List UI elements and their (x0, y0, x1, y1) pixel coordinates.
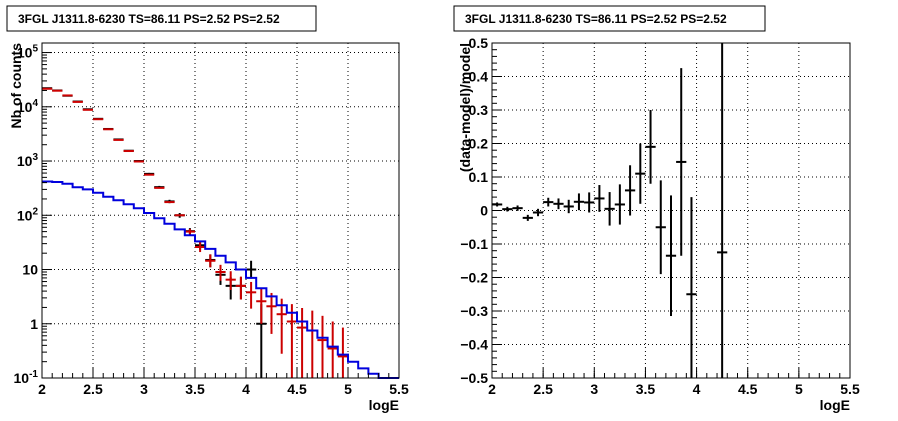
residuals-marks (492, 43, 728, 378)
y-tick-label: 0.1 (469, 169, 489, 185)
x-tick-label: 2 (38, 381, 46, 397)
counts-y-axis-title: Nb of counts (8, 43, 24, 129)
x-tick-label: 5.5 (840, 381, 860, 397)
x-tick-label: 2.5 (533, 381, 553, 397)
x-tick-label: 4.5 (287, 381, 307, 397)
x-tick-label: 3.5 (636, 381, 656, 397)
residuals-x-axis-title: logE (820, 397, 850, 413)
residuals-title: 3FGL J1311.8-6230 TS=86.11 PS=2.52 PS=2.… (465, 12, 727, 26)
y-tick-label: −0.2 (460, 270, 488, 286)
y-tick-label: 0.2 (469, 136, 489, 152)
counts-frame (41, 42, 400, 379)
y-tick-label: −0.5 (460, 370, 488, 386)
counts-title-box (6, 5, 317, 32)
y-tick-label: 0.3 (469, 102, 489, 118)
residuals-title-box (453, 5, 766, 32)
residuals-y-axis-title: (data-model)/model (457, 43, 473, 172)
x-tick-label: 5.5 (389, 381, 409, 397)
y-tick-label: 1 (30, 316, 38, 332)
y-tick-label: 0.5 (469, 35, 489, 51)
y-tick-label: −0.1 (460, 236, 488, 252)
source-model-step-line (42, 180, 399, 379)
x-tick-label: 5 (344, 381, 352, 397)
x-tick-label: 5 (795, 381, 803, 397)
counts-title: 3FGL J1311.8-6230 TS=86.11 PS=2.52 PS=2.… (18, 12, 280, 26)
counts-marks (42, 87, 399, 379)
y-tick-label: 0 (480, 203, 488, 219)
y-tick-label: −0.3 (460, 303, 488, 319)
x-tick-label: 3 (590, 381, 598, 397)
y-tick-label: −0.4 (460, 337, 488, 353)
x-tick-label: 4 (693, 381, 701, 397)
residuals-panel: 3FGL J1311.8-6230 TS=86.11 PS=2.52 PS=2.… (453, 5, 860, 413)
counts-panel: 3FGL J1311.8-6230 TS=86.11 PS=2.52 PS=2.… (6, 5, 409, 413)
x-tick-label: 2 (488, 381, 496, 397)
x-tick-label: 4.5 (738, 381, 758, 397)
x-tick-label: 3.5 (185, 381, 205, 397)
x-tick-label: 2.5 (83, 381, 103, 397)
x-tick-label: 4 (242, 381, 250, 397)
x-tick-label: 3 (140, 381, 148, 397)
y-tick-label: 0.4 (469, 69, 489, 85)
y-tick-label: 10 (22, 262, 38, 278)
residuals-axes: 2 2.5 3 3.5 4 4.5 5 5.5 −0.5 −0.4 −0.3 −0.2 −0.1 0 0.1… (460, 35, 860, 397)
counts-x-axis-title: logE (369, 397, 399, 413)
